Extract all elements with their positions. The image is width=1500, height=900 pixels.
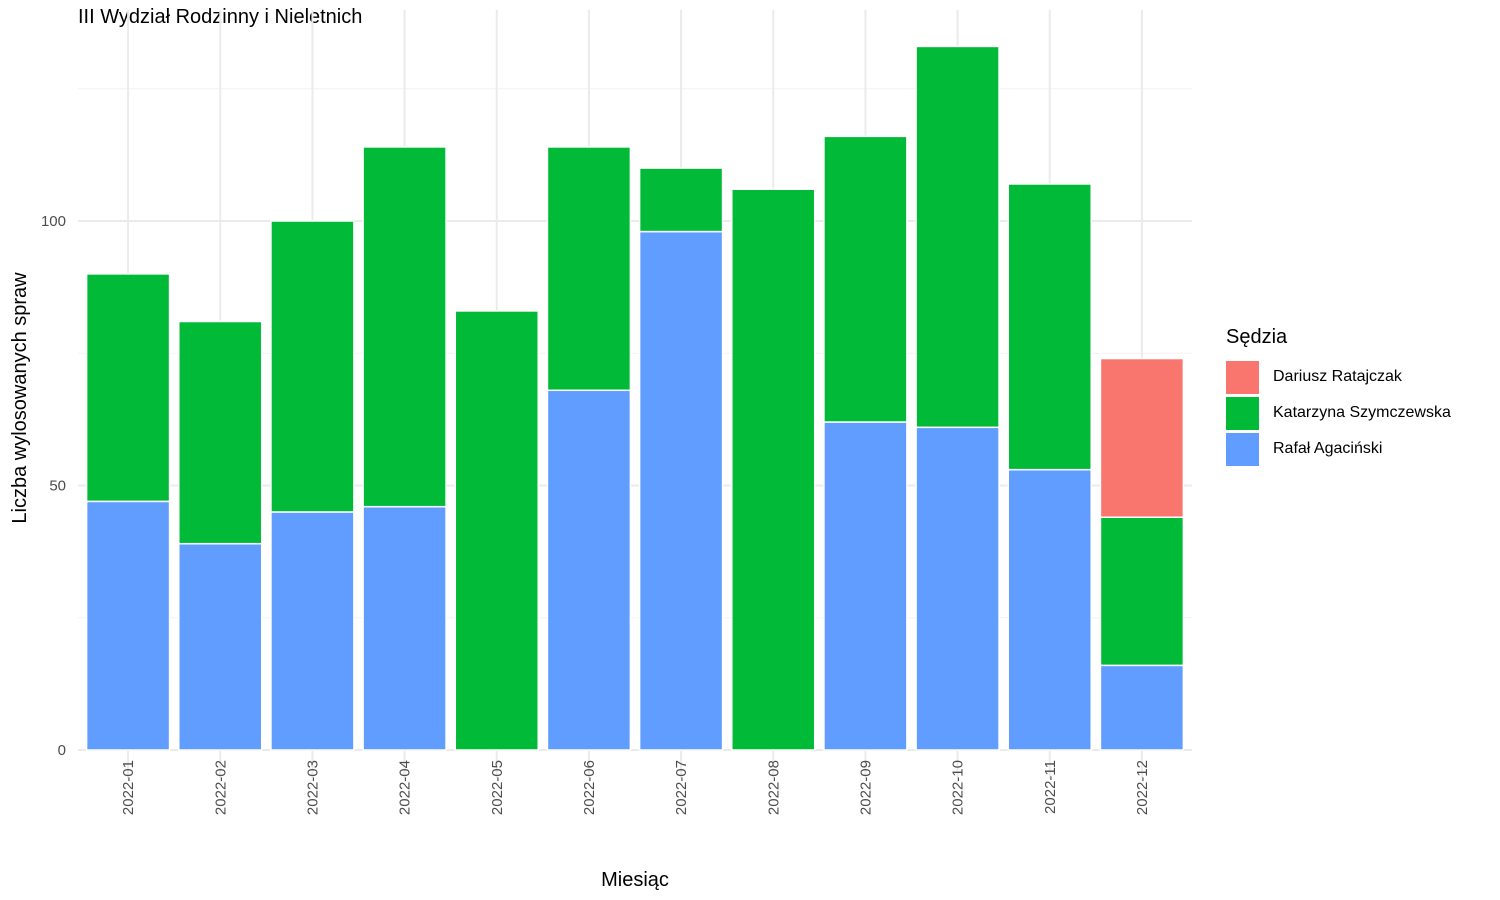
bar-2022-03-rafał-agaciński (270, 511, 355, 751)
bar-2022-11-rafał-agaciński (1007, 468, 1092, 751)
bar-2022-02-katarzyna-szymczewska (178, 320, 263, 545)
bar-2022-04-katarzyna-szymczewska (362, 146, 447, 508)
bar-2022-04-rafał-agaciński (362, 505, 447, 751)
y-tick-label: 50 (49, 478, 66, 495)
y-tick-label: 0 (58, 742, 66, 759)
x-tick-label: 2022-12 (1134, 760, 1151, 815)
x-tick-label: 2022-10 (950, 760, 967, 815)
bar-2022-12-katarzyna-szymczewska (1099, 516, 1185, 667)
bar-2022-02-rafał-agaciński (178, 542, 263, 751)
x-tick-label: 2022-05 (489, 760, 506, 815)
legend-items: Dariusz Ratajczak Katarzyna Szymczewska Ra… (1226, 359, 1451, 467)
legend-item: Rafał Agaciński (1226, 431, 1451, 467)
x-tick-label: 2022-07 (673, 760, 690, 815)
legend: Sędzia Dariusz Ratajczak Katarzyna Szymcz… (1226, 326, 1451, 467)
bar-2022-09-katarzyna-szymczewska (823, 135, 908, 423)
x-tick-label: 2022-08 (765, 760, 782, 815)
legend-label: Dariusz Ratajczak (1273, 368, 1402, 385)
x-tick-label: 2022-01 (120, 760, 137, 815)
legend-item: Dariusz Ratajczak (1226, 359, 1451, 395)
legend-title: Sędzia (1226, 326, 1288, 348)
bar-2022-08-katarzyna-szymczewska (731, 188, 816, 751)
bar-2022-07-rafał-agaciński (638, 230, 724, 751)
bar-2022-07-katarzyna-szymczewska (638, 167, 724, 233)
bar-2022-03-katarzyna-szymczewska (270, 220, 355, 513)
bar-2022-06-katarzyna-szymczewska (546, 146, 632, 392)
bar-2022-01-katarzyna-szymczewska (85, 273, 171, 503)
x-tick-label: 2022-06 (581, 760, 598, 815)
x-tick-label: 2022-11 (1042, 760, 1059, 814)
bar-2022-10-katarzyna-szymczewska (915, 45, 1000, 429)
x-tick-label: 2022-02 (212, 760, 229, 815)
bar-2022-10-rafał-agaciński (915, 426, 1000, 751)
bar-2022-01-rafał-agaciński (85, 500, 171, 751)
legend-swatch (1226, 396, 1259, 430)
y-tick-label: 100 (41, 213, 66, 230)
legend-swatch (1226, 360, 1259, 394)
x-tick-label: 2022-04 (397, 760, 414, 815)
bar-2022-06-rafał-agaciński (546, 389, 632, 751)
bar-2022-11-katarzyna-szymczewska (1007, 183, 1092, 471)
legend-swatch (1226, 432, 1259, 466)
bar-2022-05-katarzyna-szymczewska (454, 310, 539, 751)
legend-item: Katarzyna Szymczewska (1226, 395, 1451, 431)
bar-2022-12-dariusz-ratajczak (1099, 357, 1185, 518)
bar-2022-09-rafał-agaciński (823, 421, 908, 751)
bar-2022-12-rafał-agaciński (1099, 664, 1185, 751)
y-axis-title: Liczba wylosowanych spraw (9, 272, 31, 524)
x-tick-label: 2022-09 (857, 760, 874, 815)
x-tick-label: 2022-03 (304, 760, 321, 815)
legend-label: Rafał Agaciński (1273, 440, 1383, 457)
legend-label: Katarzyna Szymczewska (1273, 404, 1451, 421)
x-axis-title: Miesiąc (601, 869, 669, 891)
